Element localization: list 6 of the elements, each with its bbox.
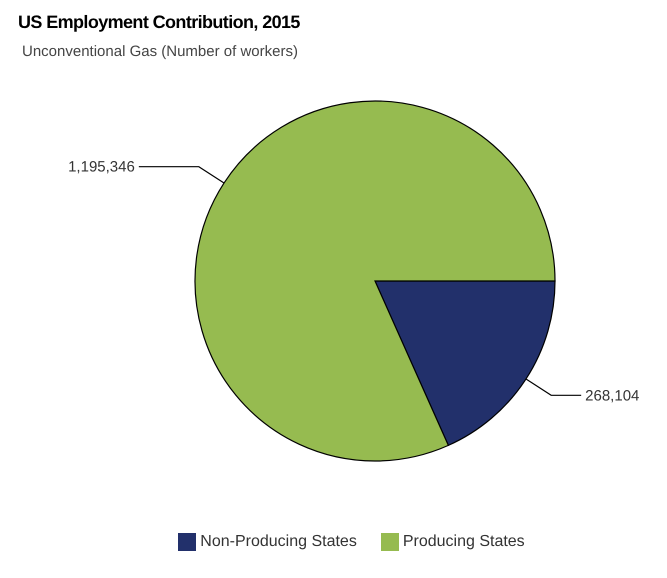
data-label: 268,104: [585, 387, 640, 404]
chart-subtitle: Unconventional Gas (Number of workers): [21, 42, 299, 60]
legend-label: Non-Producing States: [200, 533, 357, 550]
chart-title: US Employment Contribution, 2015: [17, 11, 301, 33]
data-label: 1,195,346: [68, 158, 135, 176]
legend-label: Producing States: [402, 533, 525, 550]
